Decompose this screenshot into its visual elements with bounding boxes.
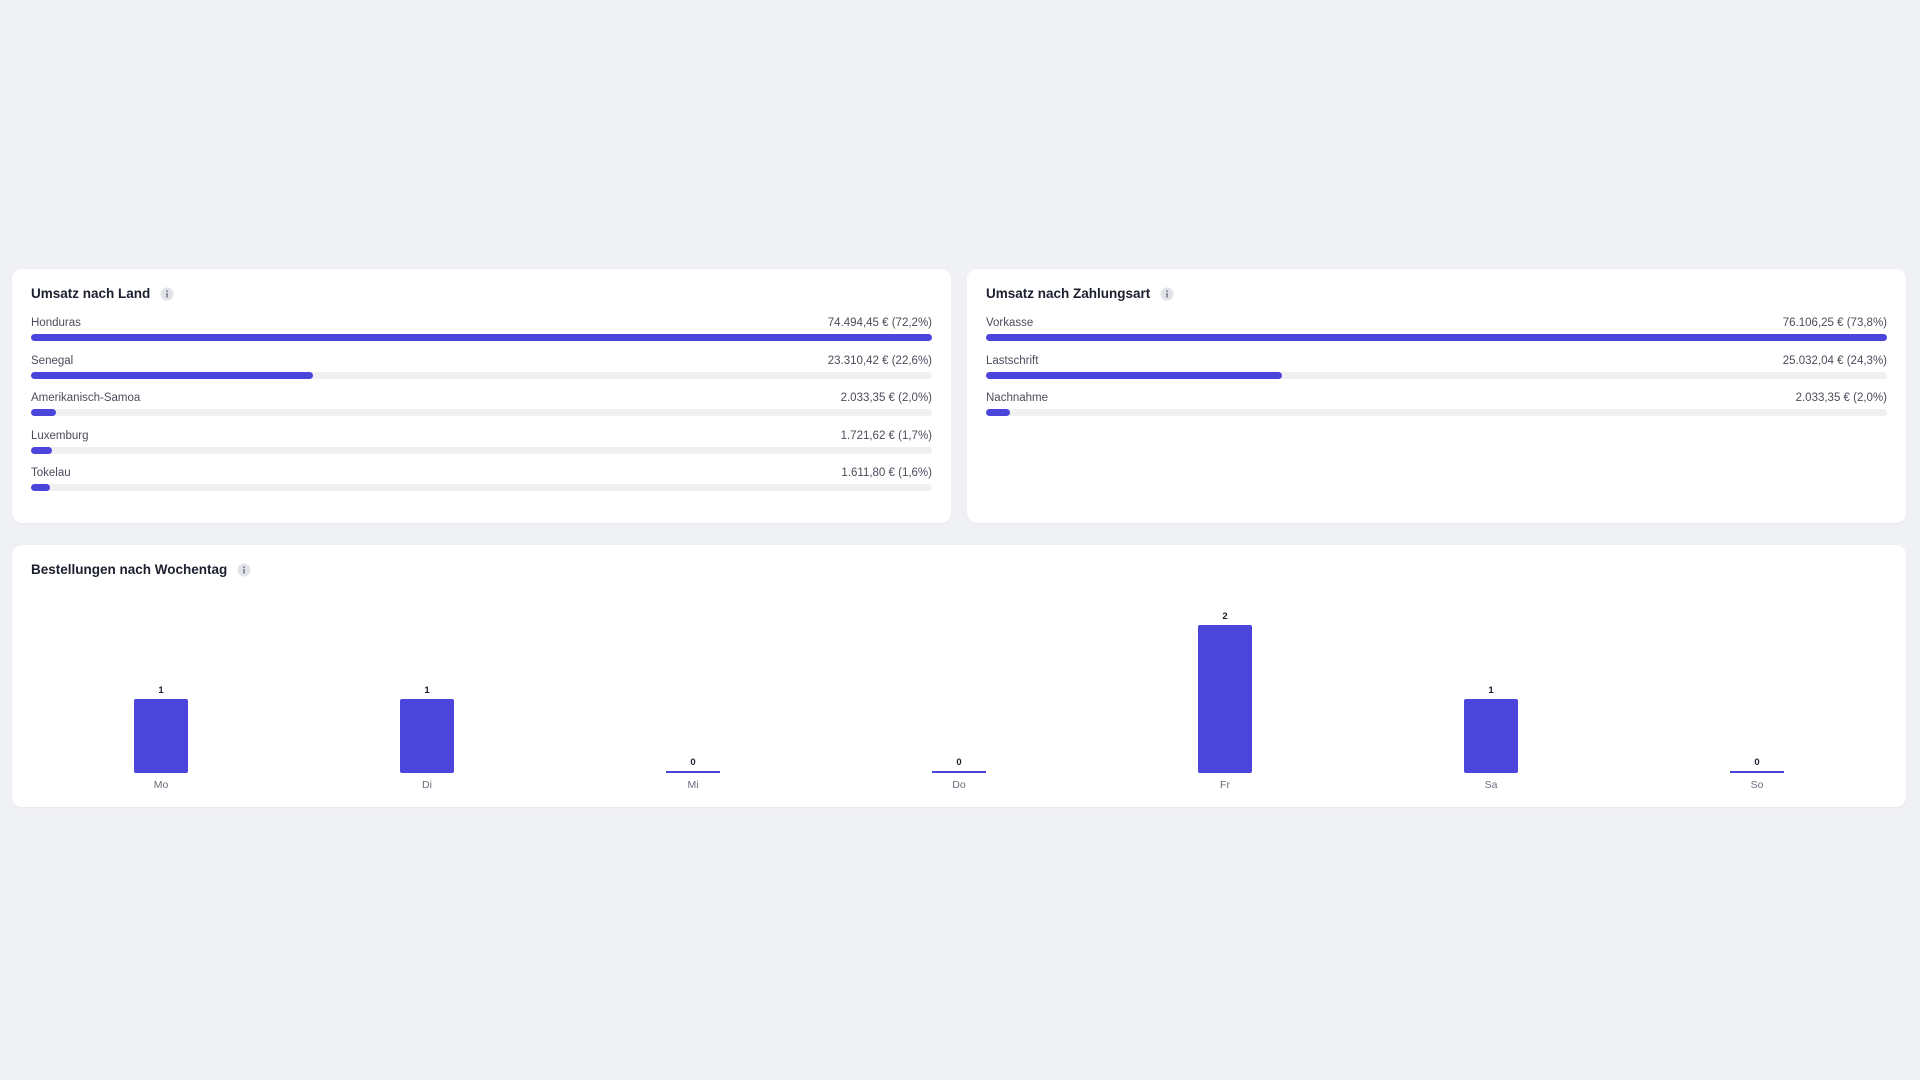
bar-track xyxy=(31,409,932,417)
value-label: 2 xyxy=(1222,611,1227,622)
bar-track xyxy=(986,409,1887,417)
info-icon[interactable] xyxy=(160,287,174,301)
bar xyxy=(31,371,313,379)
bar-track xyxy=(31,371,932,379)
card-title: Umsatz nach Land xyxy=(31,286,151,301)
x-tick-label: Mi xyxy=(687,779,698,791)
bar xyxy=(986,409,1011,417)
x-tick-label: Mo xyxy=(154,779,169,791)
bar-track xyxy=(986,371,1887,379)
value-label: 1 xyxy=(424,685,430,696)
bar-track xyxy=(31,334,932,341)
payment-revenue-card: Umsatz nach Zahlungsart Vorkasse 76.106,2… xyxy=(967,269,1906,523)
bar xyxy=(986,371,1283,379)
bar xyxy=(1198,625,1252,773)
bar xyxy=(666,771,720,773)
card-title: Umsatz nach Zahlungsart xyxy=(986,286,1151,301)
x-tick-label: Sa xyxy=(1485,779,1498,791)
bar-track xyxy=(31,484,932,492)
country-revenue-card: Umsatz nach Land Honduras 74.494,45 € (72… xyxy=(12,269,951,523)
row-value: 25.032,04 € (24,3%) xyxy=(1782,354,1887,367)
value-label: 0 xyxy=(1754,757,1759,768)
row-label: Amerikanisch-Samoa xyxy=(31,392,141,405)
row-value: 2.033,35 € (2,0%) xyxy=(1795,392,1887,405)
card-header: Umsatz nach Land xyxy=(31,286,174,301)
bar-chart: 1 Mo 1 Di 0 Mi 0 Do 2 Fr 1 Sa 0 So xyxy=(134,611,1784,791)
card-title: Bestellungen nach Wochentag xyxy=(31,562,228,577)
row-value: 76.106,25 € (73,8%) xyxy=(1782,317,1887,329)
row-value: 1.721,62 € (1,7%) xyxy=(840,429,932,442)
bar xyxy=(31,409,56,417)
bar-row: Amerikanisch-Samoa 2.033,35 € (2,0%) xyxy=(31,392,932,422)
info-icon[interactable] xyxy=(1160,287,1174,301)
row-label: Senegal xyxy=(31,354,74,367)
card-header: Umsatz nach Zahlungsart xyxy=(986,286,1174,301)
x-tick-label: So xyxy=(1751,779,1764,791)
bar xyxy=(400,699,454,773)
bar-row: Vorkasse 76.106,25 € (73,8%) xyxy=(986,317,1887,347)
x-tick-label: Fr xyxy=(1220,779,1230,791)
row-label: Tokelau xyxy=(31,467,71,480)
x-tick-label: Di xyxy=(422,779,432,791)
bar-row: Luxemburg 1.721,62 € (1,7%) xyxy=(31,430,932,460)
x-tick-label: Do xyxy=(952,779,966,791)
bar-row: Senegal 23.310,42 € (22,6%) xyxy=(31,355,932,385)
bar-row: Lastschrift 25.032,04 € (24,3%) xyxy=(986,355,1887,385)
card-header: Bestellungen nach Wochentag xyxy=(31,562,251,577)
row-label: Honduras xyxy=(31,317,81,329)
bar-track xyxy=(31,446,932,454)
info-icon[interactable] xyxy=(237,563,251,577)
row-value: 1.611,80 € (1,6%) xyxy=(841,467,932,480)
bar xyxy=(932,771,986,773)
value-label: 1 xyxy=(158,685,164,696)
value-label: 0 xyxy=(956,757,961,768)
row-label: Lastschrift xyxy=(986,354,1039,367)
bar xyxy=(134,699,188,773)
bar xyxy=(31,446,52,454)
row-value: 2.033,35 € (2,0%) xyxy=(840,392,932,405)
bar xyxy=(1730,771,1784,773)
bar-row: Nachnahme 2.033,35 € (2,0%) xyxy=(986,392,1887,422)
weekday-orders-card: Bestellungen nach Wochentag 1 Mo 1 Di 0 Mi 0 Do… xyxy=(12,545,1906,807)
row-value: 23.310,42 € (22,6%) xyxy=(827,354,932,367)
bar xyxy=(31,484,51,492)
value-label: 0 xyxy=(690,757,695,768)
value-label: 1 xyxy=(1488,685,1494,696)
bar-row: Honduras 74.494,45 € (72,2%) xyxy=(31,317,932,347)
bar xyxy=(986,334,1887,341)
row-label: Nachnahme xyxy=(986,392,1049,405)
bar xyxy=(31,334,932,341)
bar-track xyxy=(986,334,1887,341)
row-value: 74.494,45 € (72,2%) xyxy=(827,317,932,329)
bar xyxy=(1464,699,1518,773)
row-label: Luxemburg xyxy=(31,429,89,442)
row-label: Vorkasse xyxy=(986,317,1034,329)
bar-row: Tokelau 1.611,80 € (1,6%) xyxy=(31,467,932,497)
